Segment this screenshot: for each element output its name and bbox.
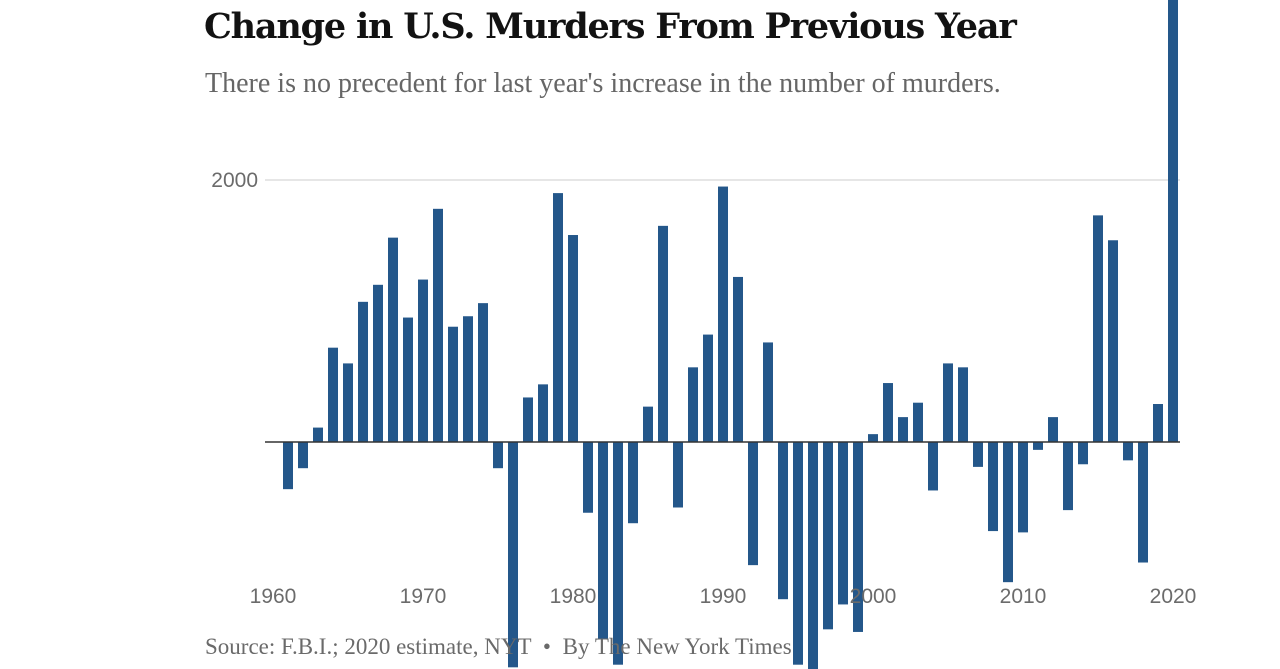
bar-1965 xyxy=(343,363,353,442)
bar-1995 xyxy=(793,442,803,665)
bar-1988 xyxy=(688,367,698,442)
bar-1992 xyxy=(748,442,758,566)
bar-1967 xyxy=(373,284,383,442)
bar-1970 xyxy=(418,279,428,442)
bar-1994 xyxy=(778,442,788,600)
bar-1975 xyxy=(493,442,503,469)
bar-1973 xyxy=(463,316,473,442)
bar-1981 xyxy=(583,442,593,513)
bar-1989 xyxy=(703,334,713,442)
x-tick-label: 2010 xyxy=(1000,585,1047,608)
bar-2019 xyxy=(1153,404,1163,442)
source-line: Source: F.B.I.; 2020 estimate, NYT • By … xyxy=(205,634,792,660)
bar-2012 xyxy=(1048,417,1058,442)
bar-1985 xyxy=(643,406,653,442)
bar-1978 xyxy=(538,384,548,442)
separator-bullet: • xyxy=(542,634,551,659)
x-tick-label: 1980 xyxy=(550,585,597,608)
bar-1977 xyxy=(523,397,533,442)
bar-2003 xyxy=(913,402,923,442)
x-tick-label: 1960 xyxy=(250,585,297,608)
source-text: Source: F.B.I.; 2020 estimate, NYT xyxy=(205,634,532,659)
bar-1976 xyxy=(508,442,518,668)
bar-2009 xyxy=(1003,442,1013,583)
bar-2015 xyxy=(1093,215,1103,442)
bar-2018 xyxy=(1138,442,1148,563)
bar-1964 xyxy=(328,347,338,442)
bar-2006 xyxy=(958,367,968,442)
bar-2000 xyxy=(868,434,878,442)
x-tick-label: 2020 xyxy=(1150,585,1197,608)
bar-2004 xyxy=(928,442,938,491)
bars xyxy=(283,0,1178,669)
bar-2010 xyxy=(1018,442,1028,533)
x-tick-label: 1990 xyxy=(700,585,747,608)
bar-1999 xyxy=(853,442,863,632)
bar-2011 xyxy=(1033,442,1043,450)
bar-1969 xyxy=(403,317,413,442)
bar-2007 xyxy=(973,442,983,467)
bar-1986 xyxy=(658,225,668,442)
bar-1982 xyxy=(598,442,608,639)
x-tick-label: 1970 xyxy=(400,585,447,608)
bar-1980 xyxy=(568,235,578,442)
gridlines xyxy=(265,179,1180,181)
bar-1966 xyxy=(358,301,368,442)
bar-2005 xyxy=(943,363,953,442)
x-tick-label: 2000 xyxy=(850,585,897,608)
bar-1963 xyxy=(313,427,323,442)
bar-1996 xyxy=(808,442,818,669)
bar-1979 xyxy=(553,193,563,442)
bar-1974 xyxy=(478,303,488,442)
bar-1972 xyxy=(448,326,458,442)
bar-2001 xyxy=(883,383,893,442)
bar-1997 xyxy=(823,442,833,630)
byline: By The New York Times xyxy=(562,634,792,659)
y-tick-label: 2000 xyxy=(211,169,258,192)
bar-2002 xyxy=(898,417,908,442)
bar-2013 xyxy=(1063,442,1073,511)
bar-1971 xyxy=(433,208,443,442)
bar-1962 xyxy=(298,442,308,469)
bar-2014 xyxy=(1078,442,1088,465)
chart-subtitle: There is no precedent for last year's in… xyxy=(205,68,1001,99)
axes: 400020001960197019801990200020102020 xyxy=(211,169,1197,608)
bar-1984 xyxy=(628,442,638,524)
bar-1968 xyxy=(388,237,398,442)
bar-1991 xyxy=(733,276,743,442)
bar-2016 xyxy=(1108,240,1118,442)
bar-1993 xyxy=(763,342,773,442)
bar-1961 xyxy=(283,442,293,490)
bar-1983 xyxy=(613,442,623,665)
bar-1998 xyxy=(838,442,848,605)
bar-2017 xyxy=(1123,442,1133,461)
bar-1990 xyxy=(718,186,728,442)
bar-2020 xyxy=(1168,0,1178,443)
bar-1987 xyxy=(673,442,683,508)
bar-2008 xyxy=(988,442,998,532)
chart-title: Change in U.S. Murders From Previous Yea… xyxy=(204,6,1017,47)
